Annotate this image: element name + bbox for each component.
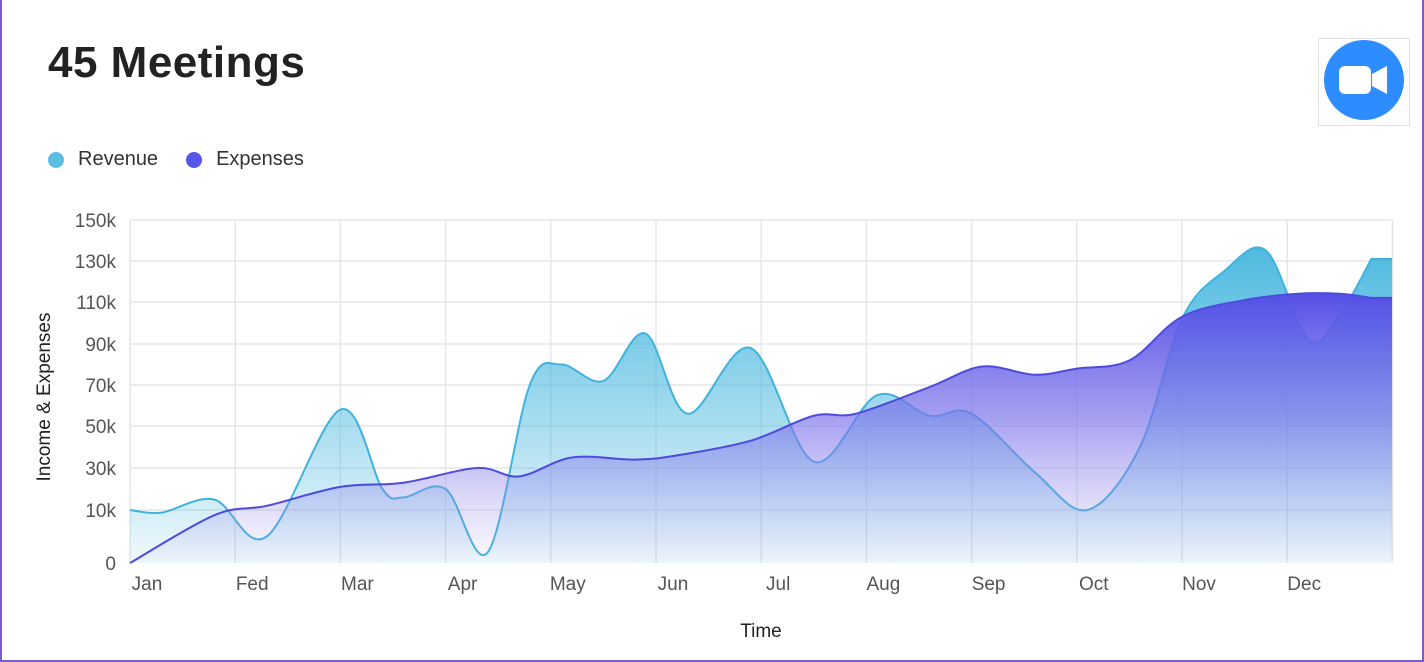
y-tick-label: 130k	[75, 252, 117, 273]
y-tick-label: 0	[105, 554, 116, 575]
video-camera-icon[interactable]	[1318, 38, 1410, 126]
y-tick-label: 10k	[85, 501, 116, 522]
x-tick-label: Apr	[448, 574, 478, 595]
y-tick-label: 30k	[85, 459, 116, 480]
series-area-revenue	[130, 247, 1392, 564]
legend-dot-expenses	[186, 151, 203, 168]
y-axis-label: Income & Expenses	[34, 313, 55, 482]
x-tick-label: Mar	[341, 574, 374, 595]
y-tick-label: 110k	[76, 293, 116, 314]
y-tick-label: 90k	[85, 335, 116, 356]
y-tick-label: 150k	[75, 211, 117, 232]
chart-legend: Revenue Expenses	[48, 148, 332, 171]
x-tick-label: Oct	[1079, 574, 1109, 595]
legend-item-revenue[interactable]: Revenue	[48, 148, 158, 171]
x-tick-label: Aug	[866, 574, 900, 595]
x-tick-label: Fed	[236, 574, 269, 595]
chart-series	[129, 246, 1392, 564]
x-axis-ticks: Jan Fed Mar Apr May Jun Jul Aug Sep Oct Nov Dec	[132, 574, 1321, 595]
series-area-expenses	[130, 293, 1392, 563]
x-tick-label: Sep	[972, 574, 1006, 595]
series-line-expenses	[129, 292, 1392, 564]
page-title: 45 Meetings	[48, 38, 306, 87]
legend-item-expenses[interactable]: Expenses	[186, 148, 304, 171]
legend-dot-revenue	[48, 151, 64, 168]
x-axis-label: Time	[740, 621, 782, 642]
legend-label-revenue: Revenue	[78, 148, 159, 170]
x-tick-label: Jan	[132, 574, 163, 595]
y-tick-label: 50k	[85, 417, 116, 438]
y-axis-ticks: 0 10k 30k 50k 70k 90k 110k 130k 150k	[75, 211, 117, 575]
y-tick-label: 70k	[85, 376, 116, 397]
x-tick-label: Nov	[1182, 574, 1216, 595]
x-tick-label: Jun	[658, 574, 689, 595]
series-line-revenue	[129, 246, 1392, 557]
x-tick-label: Dec	[1287, 574, 1321, 595]
x-tick-label: May	[550, 574, 586, 595]
legend-label-expenses: Expenses	[216, 148, 304, 170]
x-tick-label: Jul	[766, 574, 790, 595]
